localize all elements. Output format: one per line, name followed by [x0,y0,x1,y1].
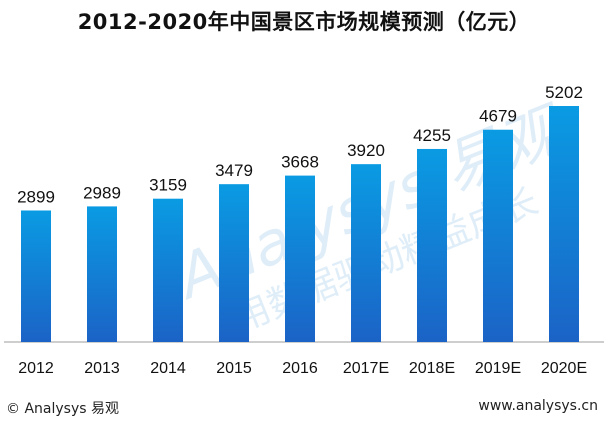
data-label-2012: 2899 [17,187,55,206]
data-label-2018E: 4255 [413,126,451,145]
bar-2020E [549,106,579,342]
bar-2013 [87,206,117,342]
data-label-2014: 3159 [149,176,187,195]
footer-url: www.analysys.cn [478,398,598,414]
x-tick-label-2013: 2013 [84,360,120,377]
bar-2016 [285,175,315,342]
footer-copyright: © Analysys 易观 [6,401,119,417]
chart-title: 2012-2020年中国景区市场规模预测（亿元） [77,10,531,34]
x-tick-label-2017E: 2017E [343,360,389,377]
x-tick-label-2018E: 2018E [409,360,455,377]
bar-2018E [417,148,447,342]
data-label-2015: 3479 [215,161,253,180]
data-label-2020E: 5202 [545,83,583,102]
data-label-2013: 2989 [83,183,121,202]
bars-group: 2899 2012 2989 2013 3159 2014 3479 2015 3668 2016… [17,83,587,377]
x-tick-label-2020E: 2020E [541,360,587,377]
x-tick-label-2012: 2012 [18,360,54,377]
x-tick-label-2015: 2015 [216,360,252,377]
data-label-2017E: 3920 [347,141,385,160]
data-label-2016: 3668 [281,153,319,172]
bar-2015 [219,184,249,342]
bar-2017E [351,164,381,342]
x-tick-label-2019E: 2019E [475,360,521,377]
data-label-2019E: 4679 [479,107,517,126]
x-tick-label-2014: 2014 [150,360,186,377]
bar-2019E [483,129,513,342]
bar-2012 [21,210,51,342]
bar-2014 [153,198,183,342]
x-tick-label-2016: 2016 [282,360,318,377]
